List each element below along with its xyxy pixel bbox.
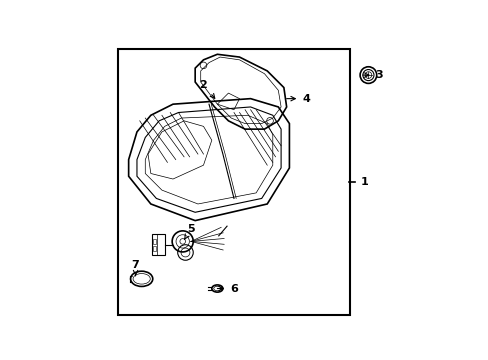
Text: 6: 6 [217,284,238,293]
Text: 7: 7 [131,260,139,275]
Text: 3: 3 [362,70,383,80]
Text: 1: 1 [360,177,367,187]
Text: 5: 5 [184,224,194,239]
Text: 2: 2 [199,80,214,98]
Text: 4: 4 [286,94,309,104]
